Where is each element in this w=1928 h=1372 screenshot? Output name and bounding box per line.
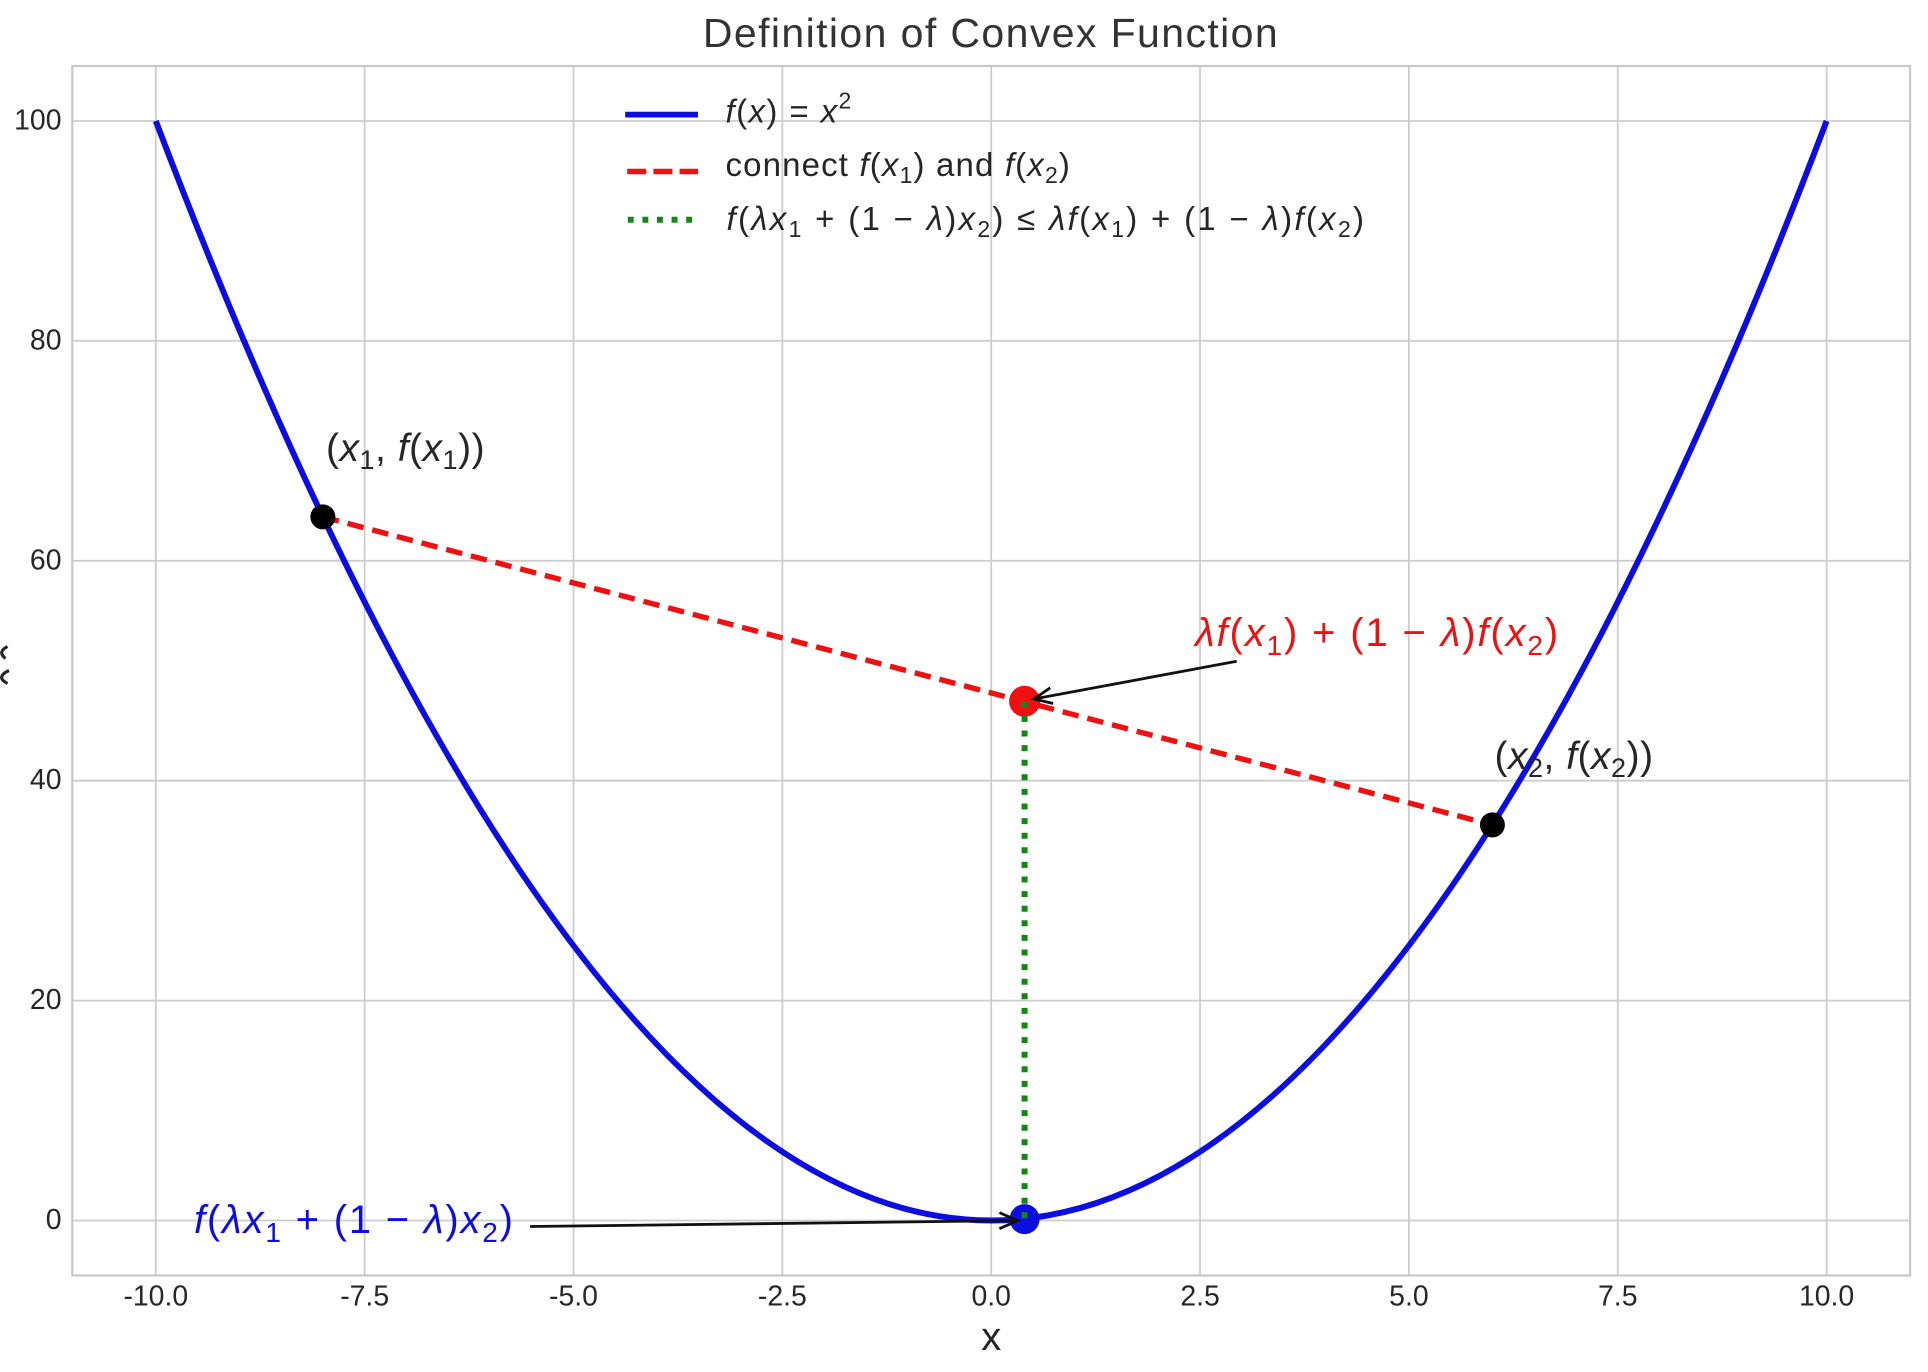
svg-text:0.0: 0.0 bbox=[971, 1281, 1010, 1313]
svg-text:20: 20 bbox=[30, 984, 62, 1016]
svg-text:0: 0 bbox=[46, 1204, 62, 1236]
svg-text:f(x) = x2: f(x) = x2 bbox=[726, 88, 853, 130]
svg-text:connect f(x1) and f(x2): connect f(x1) and f(x2) bbox=[726, 146, 1072, 188]
svg-text:60: 60 bbox=[30, 544, 62, 576]
svg-text:7.5: 7.5 bbox=[1598, 1281, 1637, 1313]
svg-text:80: 80 bbox=[30, 324, 62, 356]
svg-text:-2.5: -2.5 bbox=[758, 1281, 807, 1313]
svg-text:λf(x1) + (1 − λ)f(x2): λf(x1) + (1 − λ)f(x2) bbox=[1193, 611, 1560, 661]
svg-text:Definition of Convex Function: Definition of Convex Function bbox=[703, 10, 1279, 56]
svg-text:40: 40 bbox=[30, 764, 62, 796]
svg-text:f(λx1 + (1 − λ)x2): f(λx1 + (1 − λ)x2) bbox=[194, 1198, 515, 1248]
svg-text:x: x bbox=[981, 1315, 1001, 1359]
svg-text:100: 100 bbox=[14, 105, 61, 137]
svg-text:5.0: 5.0 bbox=[1389, 1281, 1428, 1313]
svg-text:(x2, f(x2)): (x2, f(x2)) bbox=[1495, 735, 1654, 783]
svg-text:10.0: 10.0 bbox=[1799, 1281, 1854, 1313]
svg-text:-10.0: -10.0 bbox=[123, 1281, 188, 1313]
svg-text:2.5: 2.5 bbox=[1180, 1281, 1219, 1313]
svg-text:(x1, f(x1)): (x1, f(x1)) bbox=[326, 427, 485, 475]
svg-text:f(λx1 + (1 − λ)x2) ≤ λf(x1) +: f(λx1 + (1 − λ)x2) ≤ λf(x1) + (1 − λ)f(x… bbox=[727, 200, 1367, 242]
svg-text:-7.5: -7.5 bbox=[340, 1281, 389, 1313]
svg-text:-5.0: -5.0 bbox=[549, 1281, 598, 1313]
